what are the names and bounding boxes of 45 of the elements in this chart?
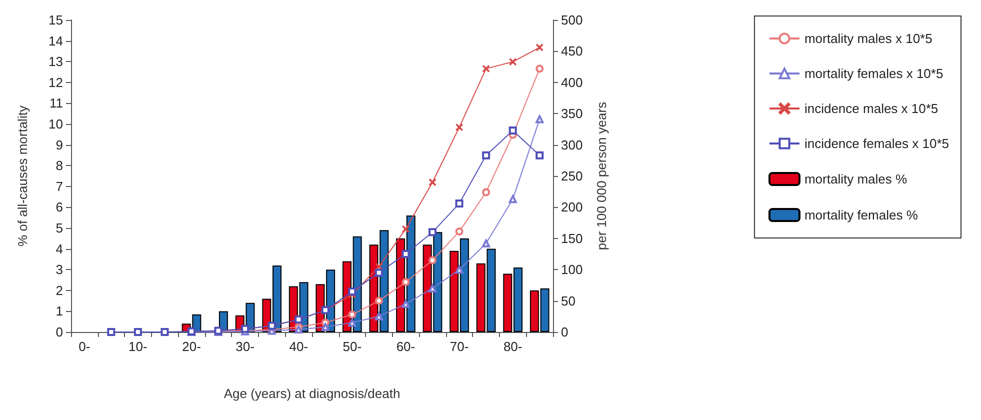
y2-tick-label: 300 [561, 137, 583, 152]
x-tick-label: 60- [396, 339, 416, 354]
y2-axis-title: per 100 000 person years [594, 101, 609, 250]
x-tick-label: 50- [342, 339, 362, 354]
y-tick-label: 8 [56, 158, 63, 174]
y-tick-label: 2 [56, 282, 63, 298]
y2-tick-label: 350 [561, 106, 583, 122]
y2-tick-label: 250 [561, 168, 583, 184]
x-tick-label: 30- [236, 339, 254, 354]
y2-tick-label: 100 [561, 262, 583, 278]
x-tick-label: 70- [450, 339, 469, 354]
y-tick-label: 6 [56, 200, 63, 215]
y-tick-label: 5 [56, 220, 63, 236]
y2-tick-label: 500 [561, 12, 583, 28]
y2-tick-label: 0 [561, 324, 568, 340]
y-tick-label: 7 [56, 178, 63, 194]
y-tick-label: 10 [48, 116, 63, 132]
y-axis-title: % of all-causes mortality [15, 105, 30, 246]
legend-label: mortality females x 10*5 [804, 66, 944, 81]
y-tick-label: 15 [48, 12, 63, 28]
y-tick-label: 13 [48, 54, 63, 70]
y2-tick-label: 150 [561, 230, 583, 246]
x-axis-title: Age (years) at diagnosis/death [224, 386, 400, 401]
y-tick-label: 3 [56, 262, 63, 278]
y-tick-label: 1 [56, 304, 63, 319]
y-tick-label: 12 [48, 74, 63, 90]
legend-label: mortality females % [804, 208, 918, 222]
x-tick-label: 10- [128, 339, 148, 354]
legend-label: incidence females x 10*5 [804, 136, 949, 151]
y-tick-label: 11 [50, 96, 63, 111]
x-tick-label: 0- [78, 339, 90, 354]
legend-label: mortality males x 10*5 [804, 31, 932, 46]
legend-label: mortality males % [804, 172, 908, 186]
y2-tick-label: 50 [561, 293, 576, 308]
y-tick-label: 14 [48, 33, 63, 48]
y2-tick-label: 450 [561, 44, 583, 59]
x-tick-label: 80- [503, 339, 522, 354]
legend-label: incidence males x 10*5 [804, 101, 938, 116]
x-tick-label: 20- [182, 339, 201, 354]
y-tick-label: 4 [56, 241, 63, 256]
y2-tick-label: 200 [561, 200, 583, 215]
x-tick-label: 40- [289, 339, 308, 354]
y-tick-label: 0 [56, 324, 63, 340]
y2-tick-label: 400 [561, 74, 583, 90]
y-tick-label: 9 [56, 137, 63, 152]
